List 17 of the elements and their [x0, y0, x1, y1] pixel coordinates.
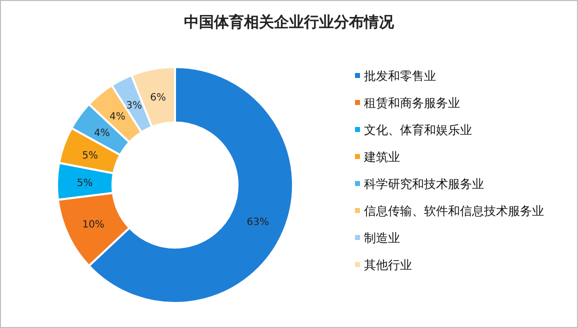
legend-label: 其他行业: [364, 258, 412, 272]
legend-label: 建筑业: [363, 150, 400, 164]
data-label: 3%: [126, 100, 142, 112]
data-label: 10%: [82, 219, 104, 230]
data-label: 5%: [76, 178, 93, 190]
legend-label: 文化、体育和娱乐业: [364, 123, 472, 137]
data-label: 4%: [110, 111, 126, 122]
legend-label: 信息传输、软件和信息技术服务业: [364, 204, 544, 218]
legend-label: 租赁和商务服务业: [364, 96, 460, 110]
chart-title: 中国体育相关企业行业分布情况: [184, 13, 395, 31]
data-label: 6%: [150, 92, 166, 104]
data-label: 63%: [246, 216, 269, 228]
legend-label: 科学研究和技术服务业: [364, 177, 484, 191]
legend-label: 制造业: [364, 231, 400, 245]
data-label: 5%: [82, 150, 98, 162]
legend-label: 批发和零售业: [364, 69, 436, 83]
data-label: 4%: [94, 128, 110, 139]
